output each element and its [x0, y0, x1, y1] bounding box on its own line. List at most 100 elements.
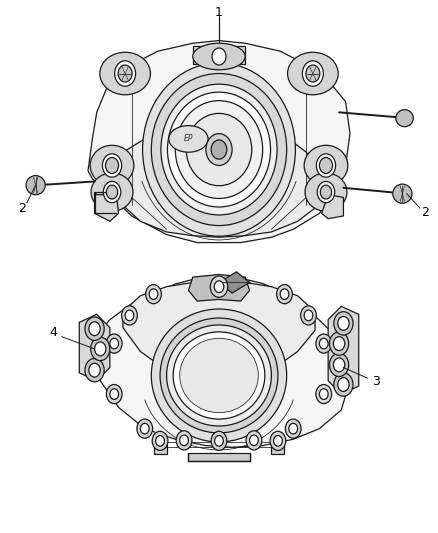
Circle shape: [106, 334, 122, 353]
Circle shape: [85, 359, 104, 382]
Circle shape: [280, 289, 289, 300]
Circle shape: [137, 419, 152, 438]
Ellipse shape: [160, 318, 278, 433]
Polygon shape: [88, 276, 350, 447]
Circle shape: [316, 334, 332, 353]
Circle shape: [118, 65, 132, 82]
Ellipse shape: [166, 325, 272, 426]
Circle shape: [334, 312, 353, 335]
Ellipse shape: [169, 126, 208, 152]
Circle shape: [212, 48, 226, 65]
Text: 4: 4: [49, 326, 57, 340]
Text: EP: EP: [184, 134, 193, 143]
Ellipse shape: [90, 146, 134, 185]
Ellipse shape: [161, 84, 277, 215]
Ellipse shape: [167, 92, 271, 207]
Circle shape: [211, 431, 227, 450]
Circle shape: [210, 276, 228, 297]
Circle shape: [125, 310, 134, 321]
Circle shape: [300, 306, 316, 325]
Polygon shape: [193, 46, 245, 64]
Ellipse shape: [143, 63, 295, 236]
Circle shape: [152, 431, 168, 450]
Circle shape: [270, 431, 286, 450]
Ellipse shape: [180, 338, 258, 413]
Circle shape: [317, 181, 335, 203]
Circle shape: [246, 431, 262, 450]
Polygon shape: [88, 41, 350, 243]
Ellipse shape: [193, 43, 245, 70]
Circle shape: [176, 431, 192, 450]
Circle shape: [289, 423, 297, 434]
Circle shape: [91, 337, 110, 361]
Circle shape: [329, 353, 349, 376]
Ellipse shape: [186, 114, 252, 185]
Circle shape: [103, 181, 121, 203]
Circle shape: [338, 377, 349, 391]
Circle shape: [110, 389, 119, 399]
Ellipse shape: [91, 173, 133, 211]
Polygon shape: [188, 453, 250, 461]
Ellipse shape: [175, 101, 263, 198]
Circle shape: [180, 435, 188, 446]
Ellipse shape: [26, 175, 45, 195]
Text: 3: 3: [372, 375, 380, 389]
Ellipse shape: [151, 309, 287, 442]
Circle shape: [106, 158, 119, 173]
Circle shape: [304, 310, 313, 321]
Circle shape: [319, 338, 328, 349]
Circle shape: [146, 285, 161, 304]
Circle shape: [329, 332, 349, 356]
Circle shape: [149, 289, 158, 300]
Circle shape: [106, 185, 118, 199]
Circle shape: [277, 285, 292, 304]
Ellipse shape: [304, 146, 348, 185]
Circle shape: [316, 154, 336, 177]
Circle shape: [211, 140, 227, 159]
Circle shape: [333, 337, 345, 351]
Ellipse shape: [305, 173, 347, 211]
Ellipse shape: [393, 184, 412, 203]
Circle shape: [274, 435, 283, 446]
Circle shape: [316, 384, 332, 403]
Text: 2: 2: [18, 201, 25, 214]
Polygon shape: [95, 192, 119, 221]
Ellipse shape: [173, 332, 265, 419]
Circle shape: [215, 435, 223, 446]
Circle shape: [102, 154, 122, 177]
Circle shape: [85, 317, 104, 341]
Circle shape: [319, 389, 328, 399]
Circle shape: [320, 185, 332, 199]
Circle shape: [106, 384, 122, 403]
Polygon shape: [114, 131, 324, 237]
Ellipse shape: [396, 110, 413, 127]
Text: 1: 1: [215, 6, 223, 19]
Circle shape: [286, 419, 301, 438]
Polygon shape: [153, 445, 166, 454]
Ellipse shape: [151, 74, 287, 225]
Circle shape: [334, 373, 353, 396]
Circle shape: [110, 338, 119, 349]
Circle shape: [319, 158, 332, 173]
Polygon shape: [219, 272, 250, 293]
Circle shape: [89, 364, 100, 377]
Text: 2: 2: [421, 206, 429, 219]
Polygon shape: [272, 445, 285, 454]
Circle shape: [206, 134, 232, 165]
Circle shape: [89, 322, 100, 336]
Circle shape: [155, 435, 164, 446]
Polygon shape: [123, 280, 315, 386]
Circle shape: [250, 435, 258, 446]
Circle shape: [333, 358, 345, 372]
Circle shape: [141, 423, 149, 434]
Circle shape: [115, 61, 136, 86]
Polygon shape: [188, 274, 250, 301]
Ellipse shape: [288, 52, 338, 95]
Circle shape: [95, 342, 106, 356]
Ellipse shape: [100, 52, 150, 95]
Circle shape: [214, 281, 224, 293]
Circle shape: [338, 317, 349, 330]
Circle shape: [122, 306, 138, 325]
Polygon shape: [321, 195, 343, 219]
Circle shape: [306, 65, 320, 82]
